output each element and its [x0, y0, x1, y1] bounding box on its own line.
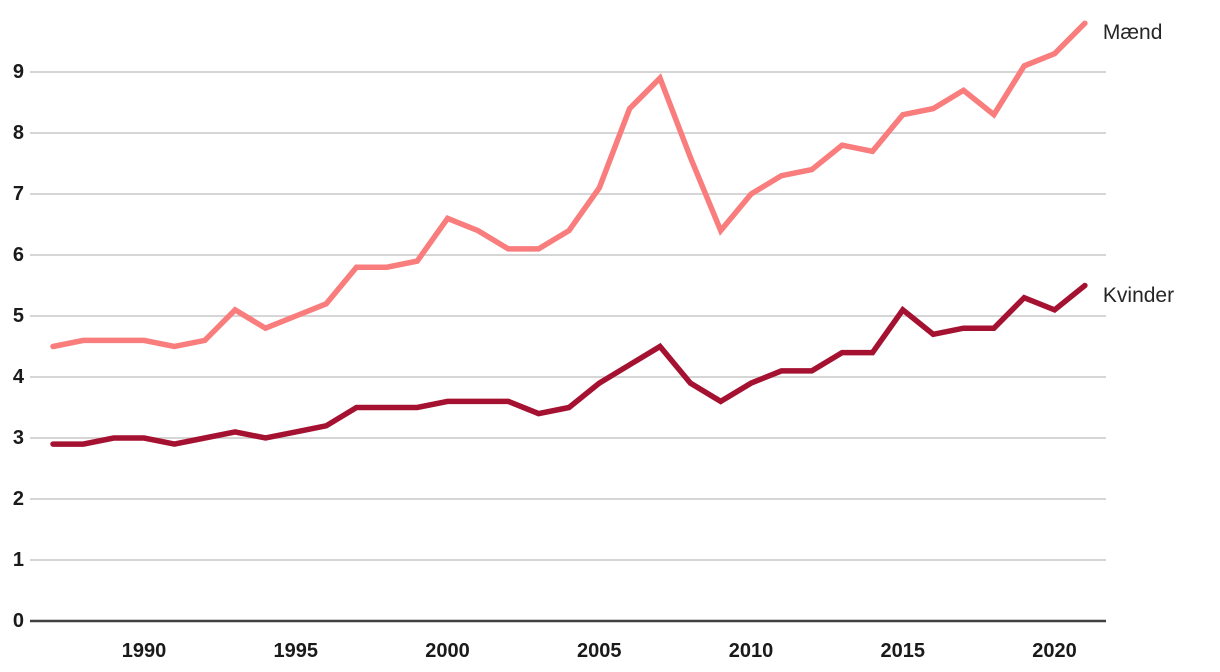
series-label-maend: Mænd: [1102, 21, 1163, 45]
y-tick-label: 8: [13, 122, 24, 144]
x-tick-label: 2015: [881, 640, 926, 662]
x-tick-label: 2000: [425, 640, 470, 662]
x-tick-label: 2010: [729, 640, 774, 662]
y-tick-label: 7: [13, 183, 24, 205]
series-label-kvinder: Kvinder: [1102, 283, 1175, 307]
series-line-mnd: [50, 20, 1088, 350]
y-tick-label: 9: [13, 61, 24, 83]
y-tick-label: 1: [13, 549, 24, 571]
y-tick-label: 0: [13, 610, 24, 632]
x-tick-label: 1990: [122, 640, 167, 662]
x-tick-label: 2020: [1032, 640, 1077, 662]
y-tick-label: 3: [13, 427, 24, 449]
series-line-kvinder: [50, 282, 1088, 447]
y-tick-label: 6: [13, 244, 24, 266]
y-tick-label: 5: [13, 305, 24, 327]
y-tick-label: 2: [13, 488, 24, 510]
y-tick-label: 4: [13, 366, 25, 388]
x-tick-label: 1995: [274, 640, 319, 662]
x-tick-label: 2005: [577, 640, 622, 662]
